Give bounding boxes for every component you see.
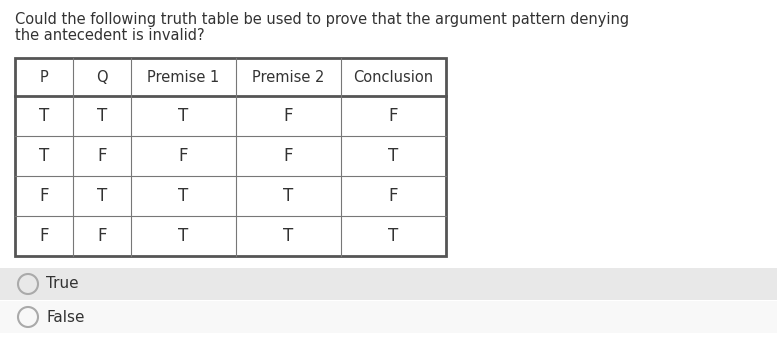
Text: T: T [284, 227, 294, 245]
Bar [15, 58, 446, 256]
Text: T: T [388, 147, 399, 165]
Text: F: F [179, 147, 188, 165]
Text: Q: Q [96, 69, 108, 85]
Text: F: F [388, 187, 399, 205]
Text: F: F [97, 227, 106, 245]
Text: True: True [46, 276, 78, 292]
Text: F: F [284, 107, 293, 125]
Text: T: T [284, 187, 294, 205]
Text: T: T [39, 107, 49, 125]
Text: T: T [97, 187, 107, 205]
Text: T: T [179, 107, 189, 125]
Text: Conclusion: Conclusion [354, 69, 434, 85]
Text: T: T [179, 187, 189, 205]
Text: T: T [39, 147, 49, 165]
Text: T: T [388, 227, 399, 245]
Text: Premise 2: Premise 2 [253, 69, 325, 85]
Text: F: F [40, 227, 49, 245]
Text: F: F [284, 147, 293, 165]
Text: T: T [97, 107, 107, 125]
Text: T: T [179, 227, 189, 245]
Text: F: F [40, 187, 49, 205]
Bar [0, 301, 777, 333]
Text: Could the following truth table be used to prove that the argument pattern denyi: Could the following truth table be used … [15, 12, 629, 27]
Text: F: F [97, 147, 106, 165]
Text: Premise 1: Premise 1 [148, 69, 220, 85]
Bar [0, 268, 777, 300]
Text: the antecedent is invalid?: the antecedent is invalid? [15, 28, 204, 43]
Text: P: P [40, 69, 48, 85]
Text: F: F [388, 107, 399, 125]
Text: False: False [46, 309, 85, 325]
